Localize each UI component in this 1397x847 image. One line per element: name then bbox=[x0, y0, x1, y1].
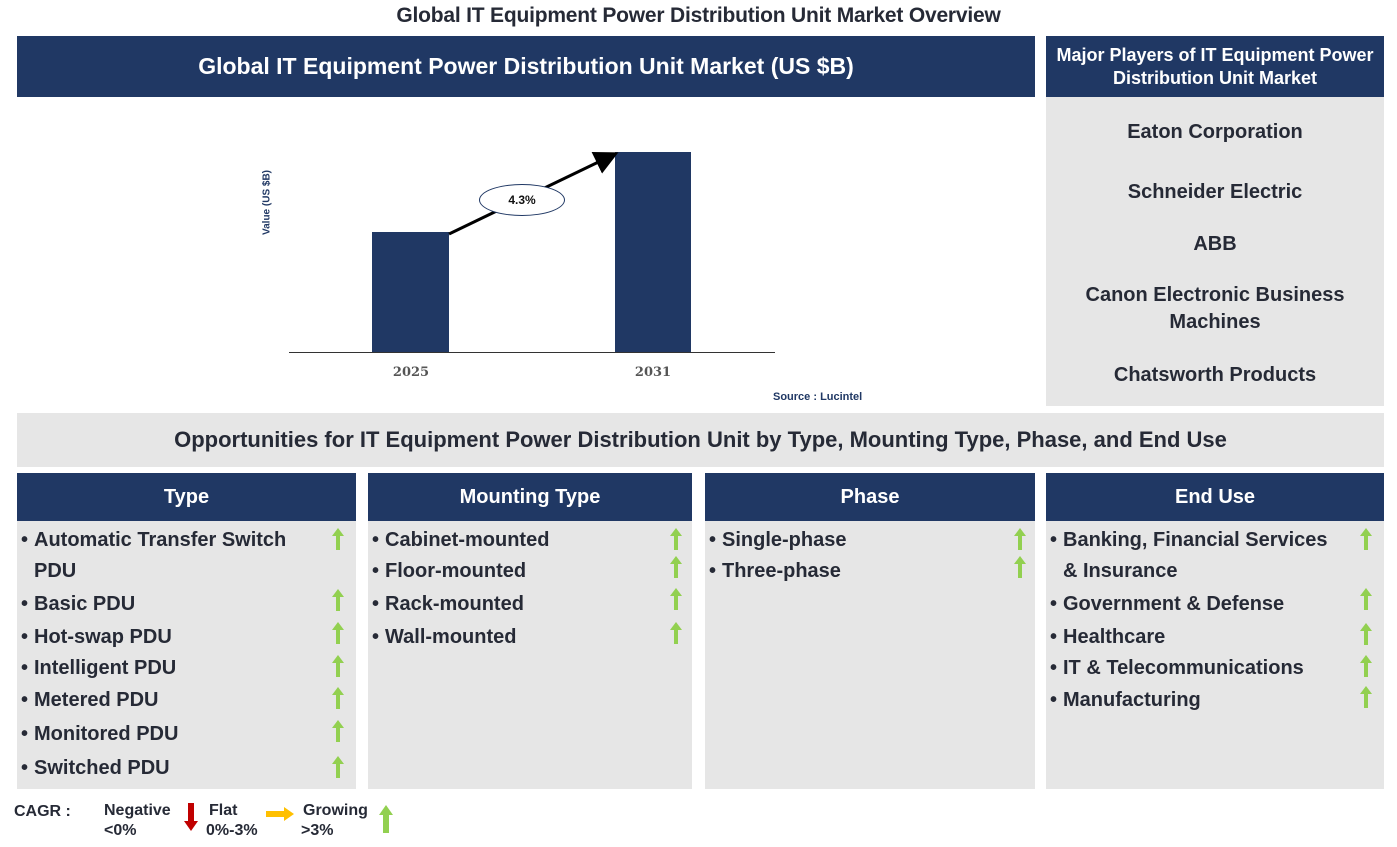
list-item: • Government & Defense bbox=[1050, 593, 1285, 615]
list-item: • Monitored PDU bbox=[21, 723, 179, 745]
column-header-end-use: End Use bbox=[1046, 473, 1384, 521]
x-tick-2025: 2025 bbox=[392, 365, 430, 380]
list-item: • IT & Telecommunications bbox=[1050, 657, 1304, 679]
growing-arrow-icon bbox=[670, 588, 682, 610]
legend-negative-label: Negative bbox=[104, 802, 171, 819]
growing-arrow-icon bbox=[332, 687, 344, 709]
legend-title: CAGR : bbox=[14, 803, 71, 820]
cagr-legend: CAGR : Negative <0% Flat 0%-3% Growing >… bbox=[0, 800, 420, 845]
growing-arrow-icon bbox=[670, 528, 682, 550]
list-item: • Wall-mounted bbox=[372, 626, 517, 648]
growing-arrow-icon bbox=[1360, 588, 1372, 610]
list-item: • Intelligent PDU bbox=[21, 657, 177, 679]
list-item: • Rack-mounted bbox=[372, 593, 524, 615]
source-note: Source : Lucintel bbox=[773, 391, 863, 403]
player-item: ABB bbox=[1193, 233, 1237, 255]
list-item: • Manufacturing bbox=[1050, 689, 1201, 711]
growing-arrow-icon bbox=[1014, 528, 1026, 550]
players-list: Eaton Corporation Schneider Electric ABB… bbox=[1046, 97, 1384, 406]
growing-arrow-icon bbox=[332, 589, 344, 611]
growing-arrow-icon bbox=[1360, 686, 1372, 708]
growing-arrow-icon bbox=[332, 756, 344, 778]
growing-arrow-icon bbox=[332, 655, 344, 677]
column-header-phase: Phase bbox=[705, 473, 1035, 521]
list-item: • Banking, Financial Services & Insurance bbox=[1050, 529, 1328, 582]
bar-2025 bbox=[372, 232, 449, 352]
list-item: • Healthcare bbox=[1050, 626, 1166, 648]
bar-2031 bbox=[615, 152, 691, 352]
column-phase: • Single-phase • Three-phase bbox=[705, 521, 1035, 789]
growing-arrow-icon bbox=[1360, 528, 1372, 550]
growing-arrow-icon bbox=[670, 622, 682, 644]
legend-growing-range: >3% bbox=[301, 822, 334, 839]
list-item: • Three-phase bbox=[709, 560, 841, 582]
player-item: Eaton Corporation bbox=[1127, 121, 1303, 143]
column-type: • Automatic Transfer Switch PDU • Basic PDU… bbox=[17, 521, 356, 789]
growing-arrow-icon bbox=[1360, 623, 1372, 645]
page-title: Global IT Equipment Power Distribution U… bbox=[396, 4, 1001, 27]
list-item: • Hot-swap PDU bbox=[21, 626, 172, 648]
growing-arrow-icon bbox=[670, 556, 682, 578]
growing-arrow-icon bbox=[332, 528, 344, 550]
legend-flat-range: 0%-3% bbox=[206, 822, 258, 839]
x-tick-2031: 2031 bbox=[634, 365, 672, 380]
list-item: • Metered PDU bbox=[21, 689, 159, 711]
legend-flat-label: Flat bbox=[209, 802, 238, 819]
column-mounting-type: • Cabinet-mounted • Floor-mounted • Rack-mo… bbox=[368, 521, 692, 789]
list-item: • Single-phase bbox=[709, 529, 847, 551]
growing-arrow-icon bbox=[1014, 556, 1026, 578]
right-arrow-icon bbox=[266, 807, 294, 821]
growing-arrow-icon bbox=[1360, 655, 1372, 677]
x-axis-line bbox=[289, 352, 775, 353]
up-arrow-icon bbox=[379, 805, 393, 833]
column-header-mounting-type: Mounting Type bbox=[368, 473, 692, 521]
down-arrow-icon bbox=[184, 803, 198, 831]
player-item: Chatsworth Products bbox=[1113, 364, 1317, 386]
cagr-badge: 4.3% bbox=[479, 184, 565, 216]
list-item: • Automatic Transfer Switch PDU bbox=[21, 529, 287, 582]
opportunities-banner: Opportunities for IT Equipment Power Dis… bbox=[17, 413, 1384, 467]
list-item: • Basic PDU bbox=[21, 593, 136, 615]
list-item: • Cabinet-mounted bbox=[372, 529, 550, 551]
market-bar-chart: Value (US $B) 2025 2031 4.3% Source : Lu… bbox=[17, 97, 1035, 409]
player-item: Canon Electronic Business Machines bbox=[1085, 284, 1345, 333]
list-item: • Switched PDU bbox=[21, 757, 170, 779]
cagr-arrow-icon bbox=[448, 152, 619, 236]
column-end-use: • Banking, Financial Services & Insurance … bbox=[1046, 521, 1384, 789]
growing-arrow-icon bbox=[332, 720, 344, 742]
column-header-type: Type bbox=[17, 473, 356, 521]
legend-negative-range: <0% bbox=[104, 822, 137, 839]
growing-arrow-icon bbox=[332, 622, 344, 644]
legend-growing-label: Growing bbox=[303, 802, 368, 819]
chart-header: Global IT Equipment Power Distribution U… bbox=[17, 36, 1035, 97]
players-header: Major Players of IT Equipment Power Dist… bbox=[1046, 36, 1384, 97]
player-item: Schneider Electric bbox=[1127, 181, 1303, 203]
list-item: • Floor-mounted bbox=[372, 560, 527, 582]
